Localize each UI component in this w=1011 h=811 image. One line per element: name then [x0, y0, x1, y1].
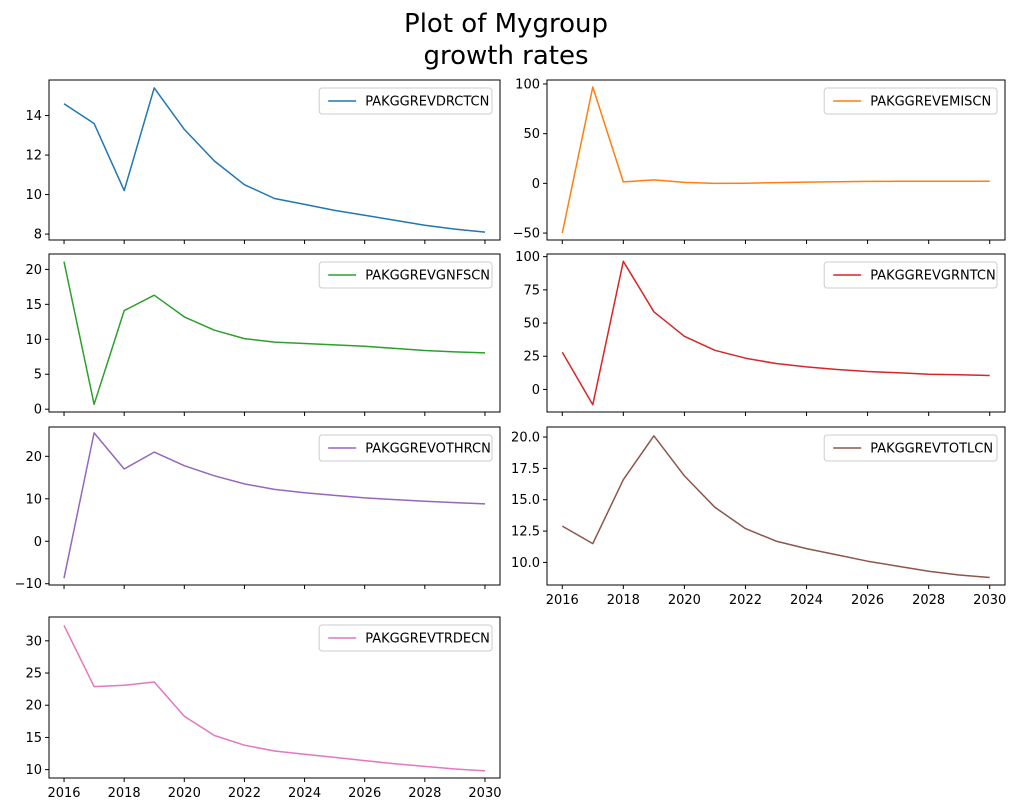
series-line-pakggrevemiscn: [561, 86, 990, 234]
y-tick-label: 25: [523, 350, 540, 365]
series-line-pakggrevtrdecn: [63, 625, 486, 772]
x-tick-label: 2028: [408, 786, 441, 801]
subplot-7: 10 15 20 25 30 2016 2018 2020 2022 2024 2026 2028 20…: [25, 616, 502, 801]
legend-box: [823, 434, 998, 462]
y-tick-label: 0: [532, 177, 540, 192]
y-tick-label: −50: [513, 227, 540, 242]
axes-frame: [546, 426, 1006, 586]
subplot-1: 8 10 12 14 PAKGGREVDRCTCN: [25, 79, 501, 244]
legend-label: PAKGGREVTOTLCN: [870, 442, 993, 457]
y-tick-label: 15: [25, 298, 42, 313]
y-tick-label: 15.0: [511, 493, 540, 508]
subplot-5: −10 0 10 20 PAKGGREVOTHRCN: [15, 426, 501, 592]
y-tick-label: 15: [25, 731, 42, 746]
figure-title-line-1: Plot of Mygroup: [404, 9, 608, 39]
axes-frame: [48, 426, 501, 586]
x-tick-label: 2018: [607, 593, 640, 608]
x-tick-label: 2018: [108, 786, 141, 801]
series-line-pakggrevgnfscn: [63, 261, 486, 406]
y-tick-label: 50: [523, 317, 540, 332]
y-tick-label: 12.5: [511, 525, 540, 540]
y-tick-label: 20: [25, 263, 42, 278]
legend-label: PAKGGREVTRDECN: [365, 632, 490, 647]
y-tick-label: 100: [515, 250, 540, 265]
y-tick-label: 8: [34, 228, 42, 243]
legend-box: [318, 261, 493, 289]
y-tick-label: 10.0: [511, 556, 540, 571]
legend-box: [823, 261, 998, 289]
y-tick-label: 25: [25, 667, 42, 682]
legend-box: [318, 434, 493, 462]
y-tick-label: 17.5: [511, 462, 540, 477]
x-tick-label: 2020: [168, 786, 201, 801]
y-tick-label: 5: [34, 368, 42, 383]
legend-box: [318, 624, 493, 652]
y-tick-label: 0: [34, 403, 42, 418]
y-tick-label: 12: [25, 149, 42, 164]
y-tick-label: 10: [25, 188, 42, 203]
legend-label: PAKGGREVDRCTCN: [365, 95, 489, 110]
legend-box: [823, 87, 998, 115]
y-tick-label: 50: [523, 127, 540, 142]
x-tick-label: 2022: [228, 786, 261, 801]
y-tick-label: 75: [523, 283, 540, 298]
x-tick-label: 2024: [288, 786, 321, 801]
x-tick-label: 2026: [348, 786, 381, 801]
axes-frame: [48, 253, 501, 413]
series-line-pakggrevtotlcn: [561, 435, 990, 579]
y-tick-label: 10: [25, 763, 42, 778]
legend-label: PAKGGREVOTHRCN: [365, 442, 491, 457]
subplot-6: 10.0 12.5 15.0 17.5 20.0 2016 2018 2020 2022 2024…: [511, 426, 1006, 608]
legend-label: PAKGGREVGNFSCN: [365, 269, 490, 284]
series-line-pakggrevgrntcn: [561, 260, 990, 406]
y-tick-label: 20: [25, 450, 42, 465]
axes-frame: [546, 79, 1006, 241]
y-tick-label: 14: [25, 109, 42, 124]
series-line-pakggrevdrctcn: [63, 87, 486, 233]
subplot-3: 0 5 10 15 20 PAKGGREVGNFSCN: [25, 253, 501, 418]
subplot-2: −50 0 50 100 PAKGGREVEMISCN: [513, 77, 1006, 244]
x-tick-label: 2024: [790, 593, 823, 608]
legend-label: PAKGGREVGRNTCN: [870, 269, 996, 284]
y-tick-label: 30: [25, 634, 42, 649]
axes-frame: [48, 79, 501, 241]
y-tick-label: 20: [25, 699, 42, 714]
x-tick-label: 2026: [851, 593, 884, 608]
figure-title-line-2: growth rates: [423, 41, 588, 71]
x-tick-label: 2030: [468, 786, 501, 801]
y-tick-label: 20.0: [511, 431, 540, 446]
axes-frame: [48, 616, 501, 779]
y-tick-label: 0: [34, 535, 42, 550]
y-tick-label: 10: [25, 492, 42, 507]
x-tick-label: 2020: [668, 593, 701, 608]
legend-label: PAKGGREVEMISCN: [870, 95, 991, 110]
y-tick-label: 100: [515, 77, 540, 92]
y-tick-label: 10: [25, 333, 42, 348]
series-line-pakggrevothrcn: [63, 432, 486, 579]
subplot-4: 0 25 50 75 100 PAKGGREVGRNTCN: [515, 250, 1006, 416]
axes-frame: [546, 253, 1006, 413]
subplot-grid: 8101214PAKGGREVDRCTCN−50050100PAKGGREVEM…: [15, 77, 1007, 801]
x-tick-label: 2030: [973, 593, 1006, 608]
x-tick-label: 2016: [47, 786, 80, 801]
x-tick-label: 2016: [546, 593, 579, 608]
x-tick-label: 2028: [912, 593, 945, 608]
legend-box: [318, 87, 493, 115]
x-tick-label: 2022: [729, 593, 762, 608]
y-tick-label: 0: [532, 383, 540, 398]
y-tick-label: −10: [15, 577, 42, 592]
